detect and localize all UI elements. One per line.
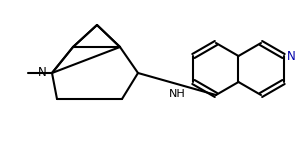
Text: N: N: [38, 67, 47, 79]
Text: NH: NH: [169, 89, 185, 99]
Text: N: N: [286, 49, 295, 62]
